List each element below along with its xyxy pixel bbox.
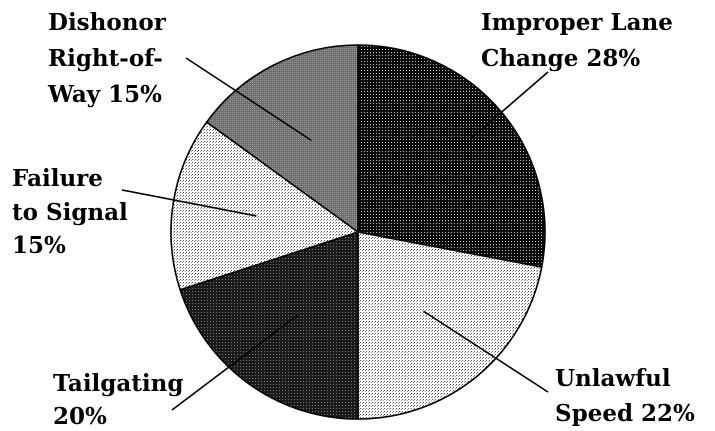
label-failure-to-signal: Failure to Signal 15% bbox=[12, 165, 136, 259]
pie-slice-lane bbox=[357, 44, 546, 268]
leader-line-signal bbox=[121, 189, 257, 217]
leader-line-tail bbox=[171, 314, 299, 411]
label-improper-lane-change: Improper Lane Change 28% bbox=[481, 9, 681, 72]
label-dishonor-right-of-way: Dishonor Right-of- Way 15% bbox=[47, 9, 174, 108]
pie-slice-speed bbox=[357, 231, 543, 420]
pie-slice-signal bbox=[170, 120, 360, 291]
pie-slice-dishonor bbox=[205, 44, 359, 234]
label-unlawful-speed: Unlawful Speed 22% bbox=[555, 365, 695, 427]
leader-line-dishonor bbox=[185, 57, 312, 142]
label-tailgating: Tailgating 20% bbox=[53, 370, 191, 430]
leader-line-speed bbox=[423, 310, 549, 393]
pie-slice-tail bbox=[179, 230, 359, 420]
leader-line-lane bbox=[469, 71, 549, 140]
